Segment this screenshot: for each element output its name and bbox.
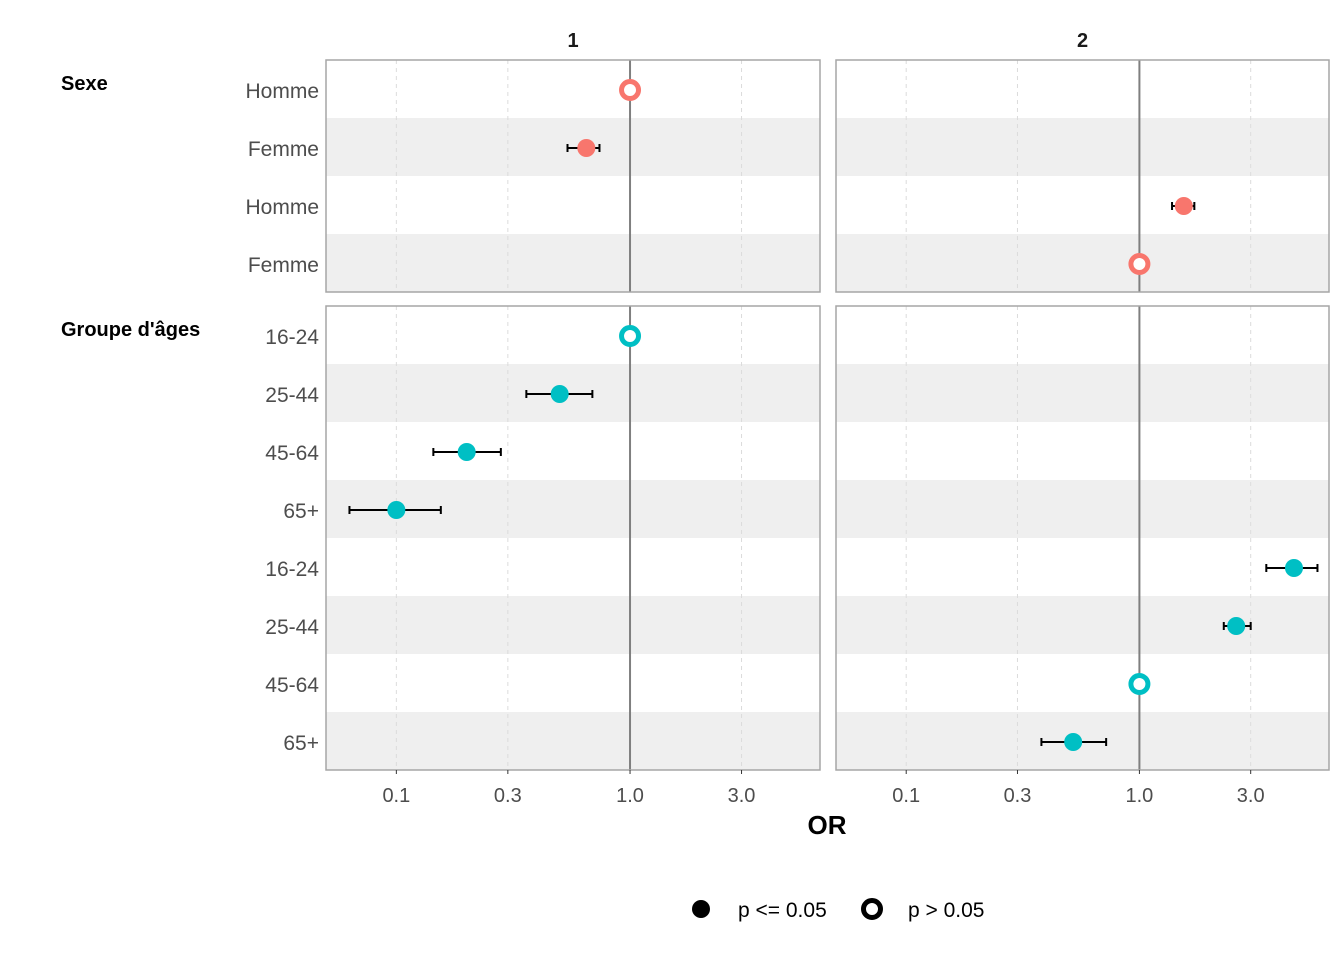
panel-border bbox=[835, 59, 1330, 293]
x-tick-label: 0.1 bbox=[892, 785, 920, 807]
row-stripe bbox=[326, 654, 820, 712]
row-label: 45-64 bbox=[265, 674, 319, 697]
panel-border bbox=[325, 59, 821, 293]
point-nonsignificant bbox=[619, 79, 642, 101]
row-stripe bbox=[836, 234, 1329, 292]
row-stripe bbox=[836, 118, 1329, 176]
row-stripe bbox=[836, 306, 1329, 364]
point-significant bbox=[550, 385, 569, 403]
point-significant bbox=[1284, 559, 1303, 577]
point-significant bbox=[1227, 617, 1246, 635]
panel-border bbox=[835, 305, 1330, 771]
row-label: 25-44 bbox=[265, 384, 319, 407]
row-stripe bbox=[836, 596, 1329, 654]
x-tick-label: 3.0 bbox=[1237, 785, 1265, 807]
legend-label: p <= 0.05 bbox=[738, 899, 827, 922]
x-tick-label: 0.1 bbox=[382, 785, 410, 807]
row-label: 25-44 bbox=[265, 616, 319, 639]
row-label: 65+ bbox=[283, 500, 319, 523]
row-stripe bbox=[836, 364, 1329, 422]
point-significant bbox=[457, 443, 476, 461]
panel-border bbox=[325, 305, 821, 771]
row-stripe bbox=[326, 596, 820, 654]
row-stripe bbox=[836, 176, 1329, 234]
legend-label: p > 0.05 bbox=[908, 899, 984, 922]
point-nonsignificant bbox=[1128, 253, 1151, 275]
row-stripe bbox=[836, 422, 1329, 480]
x-tick-label: 1.0 bbox=[616, 785, 644, 807]
facet-title-2: 2 bbox=[1077, 30, 1088, 52]
point-nonsignificant bbox=[1128, 673, 1151, 695]
row-label: 16-24 bbox=[265, 558, 319, 581]
point-nonsignificant bbox=[619, 325, 642, 347]
row-stripe bbox=[326, 538, 820, 596]
point-significant bbox=[1064, 733, 1083, 751]
row-stripe bbox=[836, 480, 1329, 538]
row-stripe bbox=[326, 306, 820, 364]
x-tick-label: 0.3 bbox=[1004, 785, 1032, 807]
row-label: 65+ bbox=[283, 732, 319, 755]
point-significant bbox=[387, 501, 406, 519]
row-stripe bbox=[836, 654, 1329, 712]
row-stripe bbox=[326, 712, 820, 770]
row-stripe bbox=[326, 176, 820, 234]
legend-key-open bbox=[861, 898, 883, 920]
x-tick-label: 0.3 bbox=[494, 785, 522, 807]
row-label: 45-64 bbox=[265, 442, 319, 465]
row-label: Femme bbox=[248, 254, 319, 277]
row-label: 16-24 bbox=[265, 326, 319, 349]
group-label: Groupe d'âges bbox=[61, 319, 200, 341]
row-stripe bbox=[326, 234, 820, 292]
row-stripe bbox=[836, 538, 1329, 596]
point-significant bbox=[1174, 197, 1193, 215]
row-label: Homme bbox=[245, 196, 319, 219]
x-tick-label: 3.0 bbox=[728, 785, 756, 807]
row-stripe bbox=[326, 60, 820, 118]
x-axis-title: OR bbox=[808, 810, 847, 840]
row-label: Femme bbox=[248, 138, 319, 161]
row-label: Homme bbox=[245, 80, 319, 103]
point-significant bbox=[577, 139, 596, 157]
group-label: Sexe bbox=[61, 73, 108, 95]
row-stripe bbox=[326, 422, 820, 480]
legend-key-filled bbox=[692, 900, 710, 918]
row-stripe bbox=[836, 60, 1329, 118]
x-tick-label: 1.0 bbox=[1126, 785, 1154, 807]
facet-title-1: 1 bbox=[567, 30, 578, 52]
